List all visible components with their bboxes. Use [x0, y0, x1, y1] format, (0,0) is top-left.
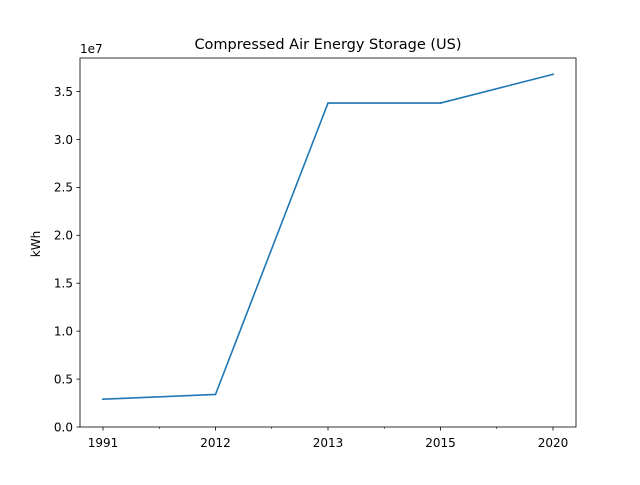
x-tick-label: 2015: [425, 436, 456, 450]
y-tick-label: 0.0: [54, 420, 73, 434]
y-tick-label: 3.5: [54, 85, 73, 99]
x-tick-label: 1991: [88, 436, 119, 450]
data-point: [439, 102, 442, 104]
chart-title: Compressed Air Energy Storage (US): [194, 37, 461, 53]
x-tick-label: 2012: [200, 436, 231, 450]
data-point: [552, 73, 554, 76]
y-axis-offset-text: 1e7: [80, 42, 103, 56]
y-tick-label: 1.5: [54, 277, 73, 291]
y-tick-label: 1.0: [54, 324, 73, 338]
x-tick-label: 2020: [538, 436, 569, 450]
y-tick-label: 3.0: [54, 133, 73, 147]
data-point: [102, 398, 104, 401]
data-point: [214, 393, 217, 396]
y-tick-label: 2.0: [54, 229, 73, 243]
x-tick-label: 2013: [313, 436, 344, 450]
y-tick-label: 2.5: [54, 181, 73, 195]
y-tick-label: 0.5: [54, 372, 73, 386]
y-axis-label: kWh: [29, 231, 43, 257]
plot-area: 0.0 0.5 1.0 1.5 2.0 2.5 3.0 3.5 1991 2012 2013 2015…: [54, 57, 577, 450]
data-point: [327, 102, 329, 104]
